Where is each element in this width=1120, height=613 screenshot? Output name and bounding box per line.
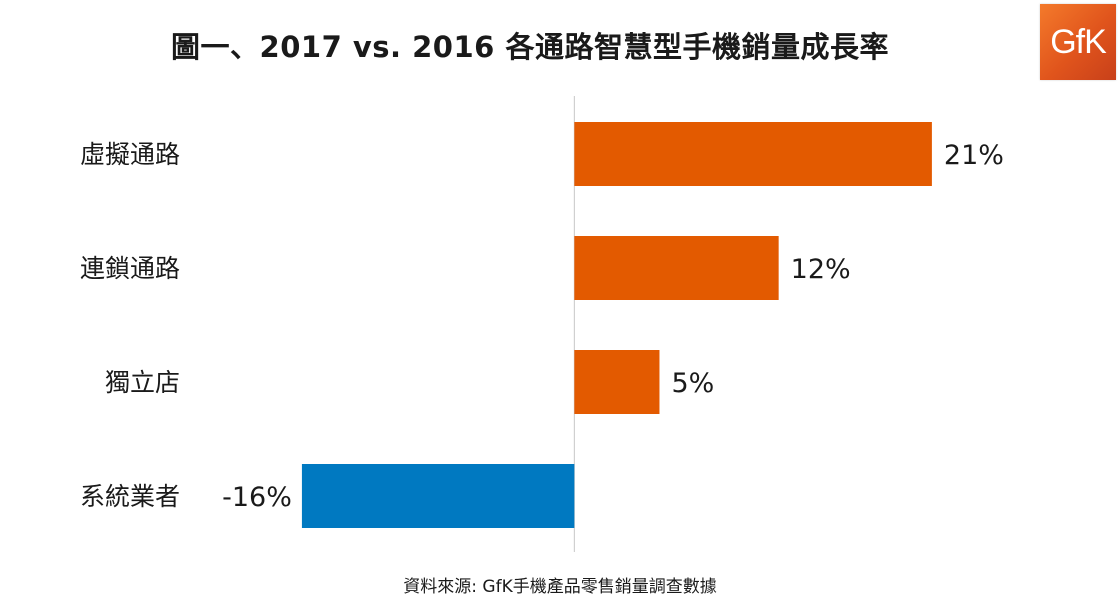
bars-layer: 虛擬通路 21% 連鎖通路 12% 獨立店 5% 系統業者 -16% (80, 122, 1004, 528)
category-label-3: 獨立店 (105, 368, 180, 397)
source-note: 資料來源: GfK手機產品零售銷量調查數據 (403, 577, 717, 597)
gfk-logo: GfK (1040, 4, 1116, 80)
value-label-2: 12% (791, 254, 851, 285)
bar-2 (574, 236, 779, 300)
chart-title: 圖一、2017 vs. 2016 各通路智慧型手機銷量成長率 (171, 30, 889, 64)
category-label-4: 系統業者 (80, 482, 180, 511)
bar-1 (574, 122, 932, 186)
category-label-2: 連鎖通路 (80, 254, 180, 283)
bar-3 (574, 350, 660, 414)
value-label-1: 21% (944, 140, 1004, 171)
category-label-1: 虛擬通路 (80, 140, 180, 169)
bar-4 (301, 464, 575, 528)
value-label-3: 5% (671, 368, 714, 399)
value-label-4: -16% (222, 482, 292, 513)
